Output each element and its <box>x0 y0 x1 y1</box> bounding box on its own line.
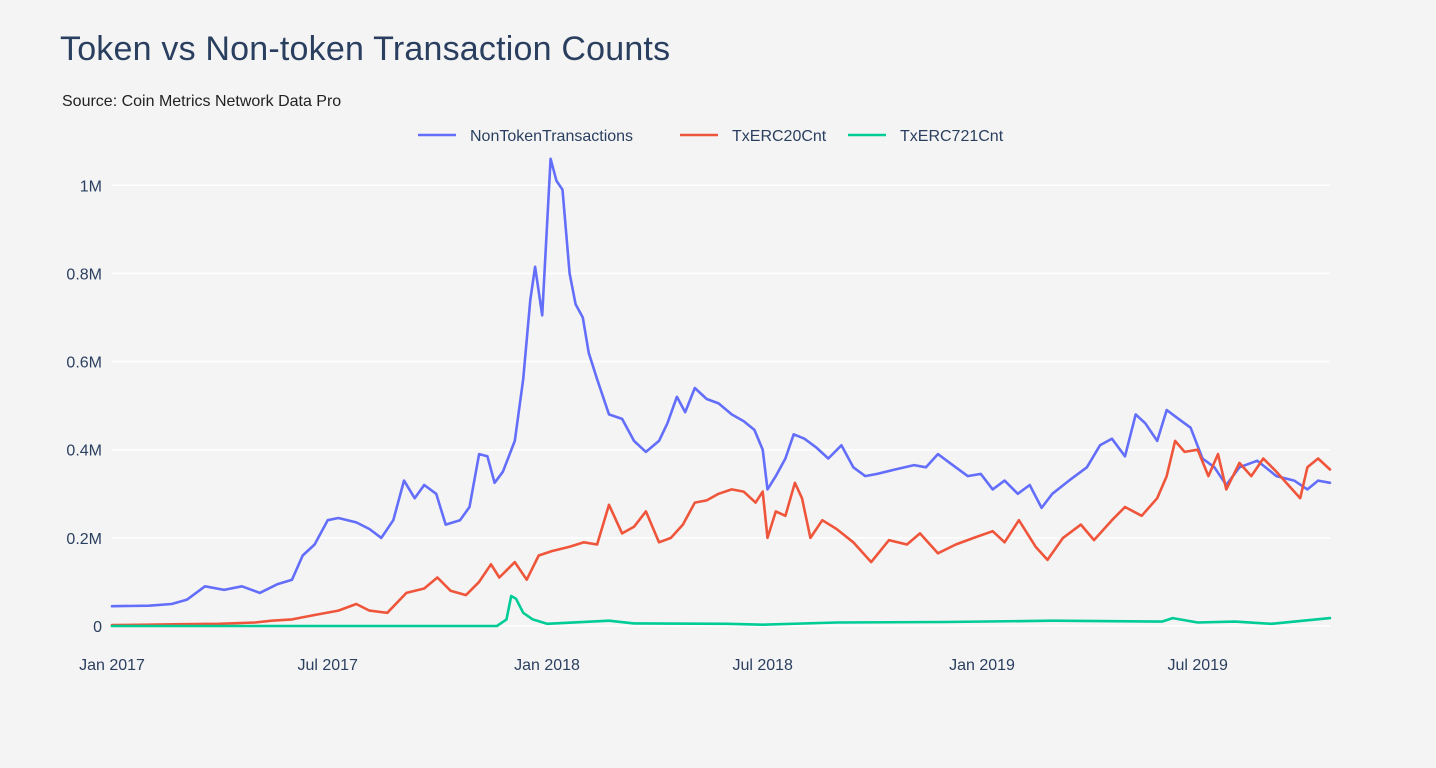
legend-label-txerc20cnt: TxERC20Cnt <box>732 128 827 145</box>
x-tick-label: Jul 2017 <box>297 657 358 674</box>
x-tick-label: Jan 2019 <box>949 657 1015 674</box>
x-axis: Jan 2017 Jul 2017 Jan 2018 Jul 2018 Jan 2019… <box>79 657 1228 674</box>
y-tick-label: 0 <box>93 619 102 636</box>
legend: NonTokenTransactions TxERC20Cnt TxERC721Cn… <box>418 128 1004 145</box>
series-line-txerc721cnt <box>110 594 1332 628</box>
x-tick-label: Jan 2018 <box>514 657 580 674</box>
series-line-nontokentransactions <box>110 157 1332 608</box>
grid-lines <box>112 184 1330 627</box>
x-tick-label: Jul 2019 <box>1167 657 1228 674</box>
legend-label-txerc721cnt: TxERC721Cnt <box>900 128 1004 145</box>
y-tick-label: 1M <box>80 178 102 195</box>
legend-label-nontokentransactions: NonTokenTransactions <box>470 128 633 145</box>
chart-title: Token vs Non-token Transaction Counts <box>60 30 671 68</box>
chart-subtitle: Source: Coin Metrics Network Data Pro <box>62 93 342 110</box>
y-tick-label: 0.6M <box>66 355 102 372</box>
y-tick-label: 0.2M <box>66 531 102 548</box>
series-lines <box>110 157 1332 628</box>
y-tick-label: 0.8M <box>66 266 102 283</box>
y-tick-label: 0.4M <box>66 443 102 460</box>
y-axis: 0 0.2M 0.4M 0.6M 0.8M 1M <box>66 178 102 636</box>
x-tick-label: Jan 2017 <box>79 657 145 674</box>
series-line-txerc20cnt <box>110 439 1332 627</box>
x-tick-label: Jul 2018 <box>732 657 793 674</box>
